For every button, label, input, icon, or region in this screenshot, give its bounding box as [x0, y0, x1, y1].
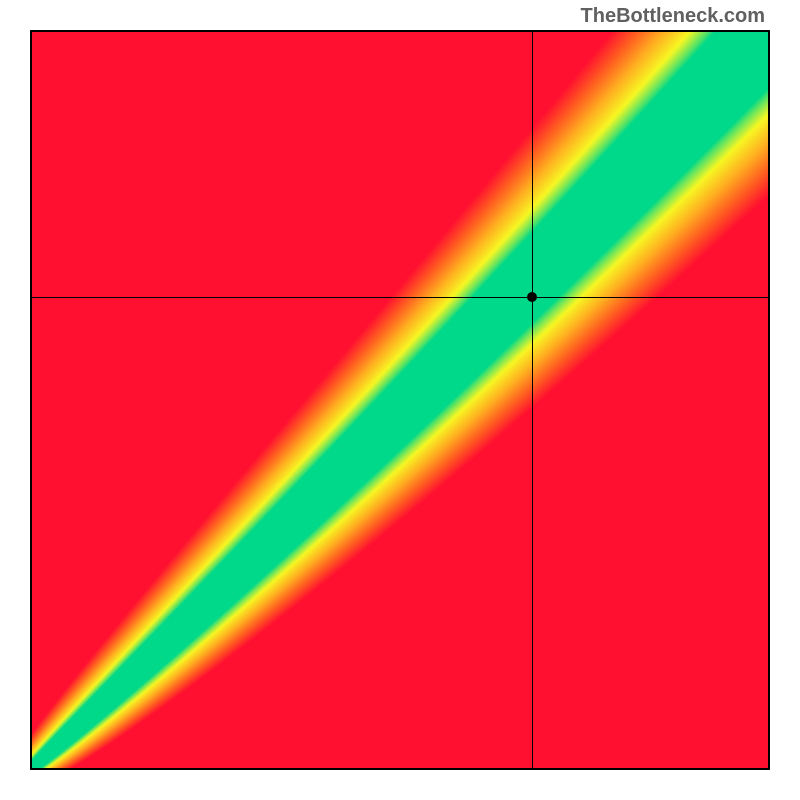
crosshair-horizontal	[32, 297, 768, 298]
watermark-text: TheBottleneck.com	[581, 5, 765, 28]
bottleneck-heatmap	[30, 30, 770, 770]
heatmap-canvas	[32, 32, 768, 768]
crosshair-vertical	[532, 32, 533, 768]
crosshair-marker	[527, 292, 537, 302]
